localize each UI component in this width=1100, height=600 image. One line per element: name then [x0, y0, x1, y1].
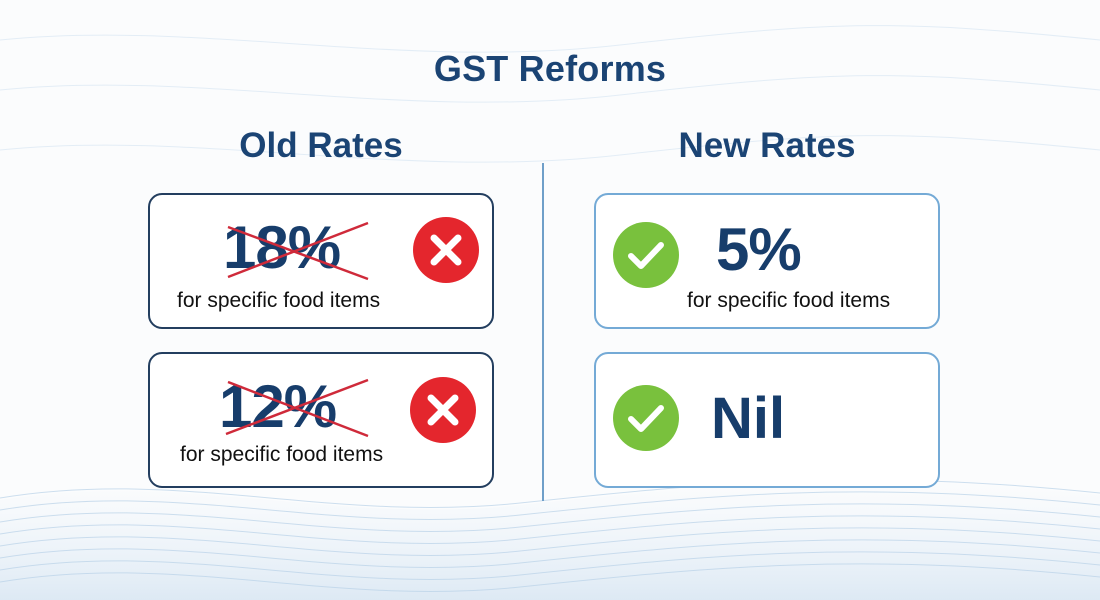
rate-note: for specific food items — [177, 289, 381, 312]
old-rates-heading: Old Rates — [239, 126, 403, 165]
old-rate-card: 18% for specific food items — [148, 193, 494, 329]
new-rates-heading: New Rates — [678, 126, 856, 165]
new-rate-card: 5% for specific food items — [594, 193, 940, 329]
rate-note: for specific food items — [687, 289, 891, 312]
strikethrough-mark — [227, 221, 369, 281]
new-rate-value: 5% — [716, 216, 802, 283]
old-rate-card: 12% for specific food items — [148, 352, 494, 488]
x-circle-icon — [410, 377, 476, 443]
strikethrough-mark — [225, 378, 369, 438]
rate-note: for specific food items — [180, 443, 384, 466]
new-rate-card: Nil — [594, 352, 940, 488]
new-rate-value: Nil — [711, 386, 786, 451]
page-title: GST Reforms — [433, 48, 667, 89]
check-circle-icon — [613, 222, 679, 288]
check-circle-icon — [613, 385, 679, 451]
x-circle-icon — [413, 217, 479, 283]
column-divider — [542, 163, 544, 501]
